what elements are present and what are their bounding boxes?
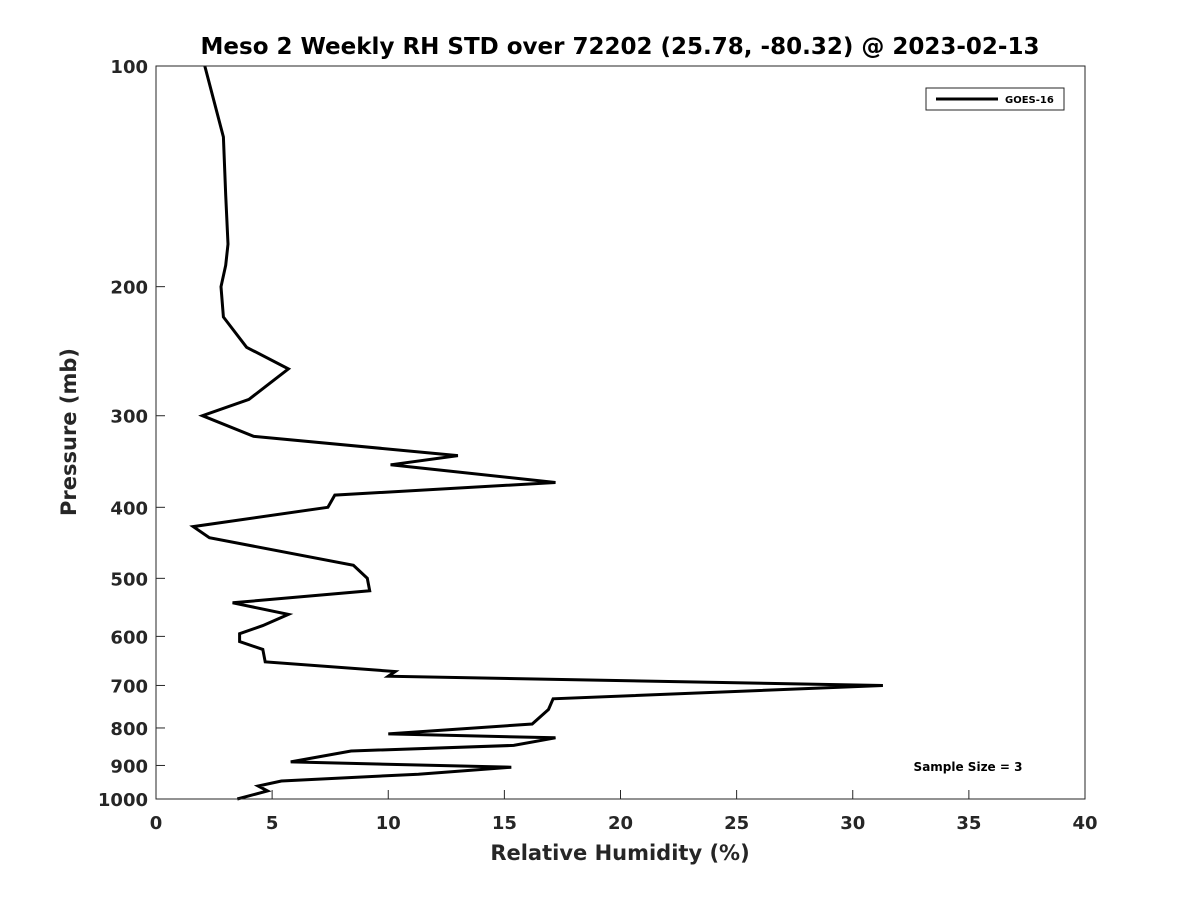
x-tick-label: 20 — [608, 813, 633, 834]
y-tick-label: 700 — [110, 676, 148, 697]
x-tick-label: 15 — [492, 813, 517, 834]
x-tick-label: 0 — [150, 813, 163, 834]
y-tick-label: 800 — [110, 719, 148, 740]
x-tick-label: 35 — [956, 813, 981, 834]
series-line-goes-16 — [189, 65, 883, 801]
x-axis-ticks: 0 5 10 15 20 25 30 35 40 — [150, 790, 1098, 834]
y-tick-label: 200 — [110, 278, 148, 299]
y-tick-label: 900 — [110, 756, 148, 777]
x-tick-label: 30 — [840, 813, 865, 834]
y-tick-label: 500 — [110, 569, 148, 590]
y-tick-label: 100 — [110, 57, 148, 78]
y-tick-label: 600 — [110, 627, 148, 648]
y-axis-label: Pressure (mb) — [57, 348, 81, 516]
y-tick-label: 1000 — [98, 790, 148, 811]
chart-title: Meso 2 Weekly RH STD over 72202 (25.78, … — [201, 34, 1040, 60]
legend-label-goes-16: GOES-16 — [1005, 95, 1054, 106]
legend: GOES-16 — [925, 87, 1065, 111]
x-axis-label: Relative Humidity (%) — [490, 841, 749, 865]
series-group — [189, 65, 883, 801]
axes-frame — [155, 65, 1086, 800]
x-tick-label: 10 — [376, 813, 401, 834]
x-tick-label: 5 — [266, 813, 279, 834]
y-tick-label: 300 — [110, 407, 148, 428]
x-tick-label: 25 — [724, 813, 749, 834]
y-axis-ticks: 100 200 300 400 500 600 700 800 900 1000 — [98, 57, 165, 811]
y-tick-label: 400 — [110, 498, 148, 519]
sample-size-annotation: Sample Size = 3 — [914, 760, 1023, 774]
x-tick-label: 40 — [1072, 813, 1097, 834]
